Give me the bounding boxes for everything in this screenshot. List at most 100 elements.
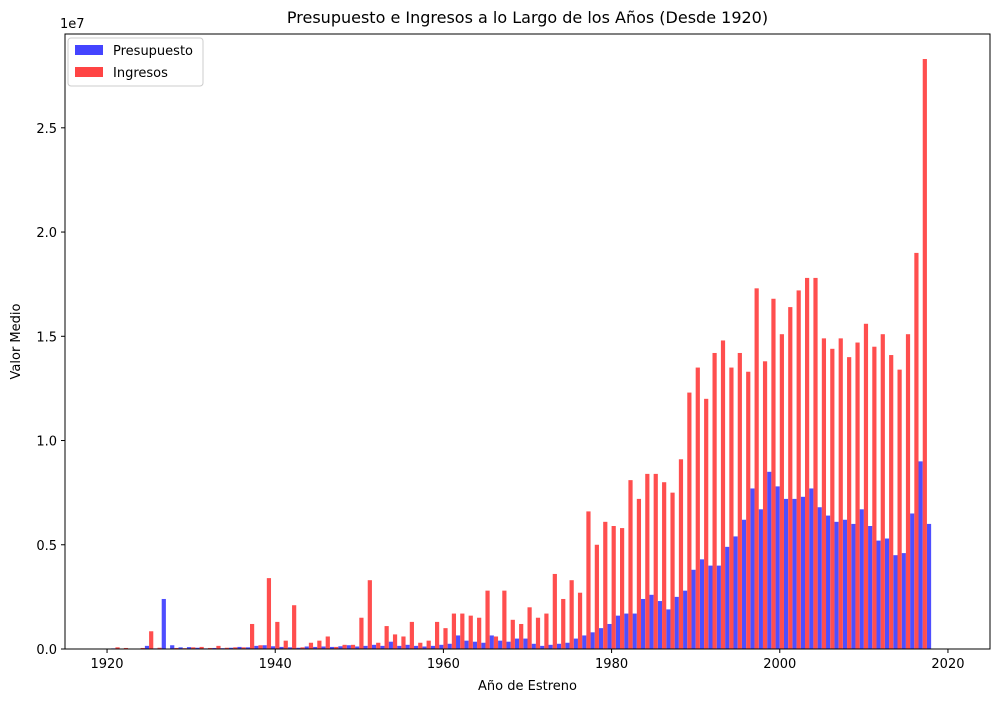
bar-ingresos-1984 <box>645 473 650 649</box>
bar-ingresos-1926 <box>157 647 162 649</box>
bar-ingresos-1948 <box>342 644 347 649</box>
bar-ingresos-1968 <box>510 619 515 649</box>
bar-ingresos-1967 <box>502 590 507 649</box>
bar-ingresos-1966 <box>493 636 499 649</box>
bar-ingresos-1957 <box>418 642 423 649</box>
y-tick-label-0: 0.0 <box>36 643 57 658</box>
bar-presupuesto-1952 <box>371 644 377 649</box>
bar-presupuesto-1990 <box>691 569 696 649</box>
bar-ingresos-1954 <box>392 634 398 649</box>
bar-presupuesto-1946 <box>321 646 326 649</box>
bar-ingresos-1961 <box>451 613 457 649</box>
bar-presupuesto-1984 <box>641 598 646 649</box>
bar-ingresos-1975 <box>569 580 574 649</box>
bar-presupuesto-1957 <box>413 645 419 649</box>
bar-ingresos-2008 <box>847 357 852 649</box>
x-axis-label: Año de Estreno <box>478 679 577 694</box>
legend-swatch-presupuesto <box>75 45 103 55</box>
bar-ingresos-1934 <box>224 647 229 649</box>
bar-presupuesto-1959 <box>430 645 435 649</box>
bar-ingresos-2006 <box>830 348 835 649</box>
bar-presupuesto-2008 <box>842 519 848 649</box>
bar-presupuesto-1943 <box>296 647 301 649</box>
bar-presupuesto-1979 <box>598 628 604 649</box>
bar-presupuesto-1994 <box>725 546 730 649</box>
bar-ingresos-1947 <box>334 646 339 649</box>
bar-ingresos-2014 <box>897 369 902 649</box>
bar-presupuesto-1977 <box>582 635 587 649</box>
bar-ingresos-1988 <box>678 459 684 649</box>
bar-ingresos-1977 <box>586 511 591 649</box>
bar-presupuesto-2011 <box>868 526 873 649</box>
x-tick-label-1980: 1980 <box>595 657 628 672</box>
bar-presupuesto-1941 <box>279 646 284 649</box>
bar-ingresos-2004 <box>813 277 818 649</box>
bar-presupuesto-1950 <box>355 646 360 649</box>
plot-frame <box>64 33 991 650</box>
y-tick-label-2: 1.0 <box>36 435 57 450</box>
bar-presupuesto-1942 <box>287 647 293 649</box>
bar-ingresos-1959 <box>435 621 440 649</box>
bar-ingresos-1999 <box>771 298 776 649</box>
bar-presupuesto-1982 <box>624 613 629 649</box>
bar-presupuesto-1925 <box>144 645 150 649</box>
bar-ingresos-1940 <box>275 621 280 649</box>
bar-presupuesto-2004 <box>809 488 814 649</box>
y-axis-label: Valor Medio <box>9 303 24 379</box>
bar-presupuesto-1933 <box>212 647 217 649</box>
bar-ingresos-1958 <box>426 640 431 649</box>
bar-ingresos-1949 <box>350 644 356 649</box>
bar-presupuesto-1958 <box>422 646 427 649</box>
bar-presupuesto-1937 <box>245 647 250 649</box>
bar-ingresos-1976 <box>577 592 583 649</box>
bar-ingresos-1943 <box>300 647 305 649</box>
bar-presupuesto-1996 <box>741 519 747 649</box>
bar-ingresos-1983 <box>636 498 642 649</box>
bar-ingresos-1928 <box>174 647 179 649</box>
bar-ingresos-1994 <box>729 367 734 649</box>
bar-presupuesto-2016 <box>910 513 915 649</box>
bar-presupuesto-1960 <box>439 644 444 649</box>
bar-presupuesto-2006 <box>826 515 831 649</box>
bar-presupuesto-1929 <box>178 647 183 649</box>
y-tick-label-4: 2.0 <box>36 226 57 241</box>
bar-ingresos-1992 <box>712 352 717 649</box>
bar-presupuesto-1976 <box>573 638 578 649</box>
bar-ingresos-1985 <box>653 473 658 649</box>
bar-ingresos-1996 <box>746 371 751 649</box>
bar-presupuesto-2002 <box>792 498 797 649</box>
bar-presupuesto-1953 <box>380 645 385 649</box>
bar-presupuesto-1945 <box>313 646 318 649</box>
bar-ingresos-1973 <box>552 573 557 649</box>
bar-ingresos-2013 <box>889 355 894 649</box>
bar-presupuesto-1928 <box>170 645 175 649</box>
bar-ingresos-1946 <box>325 636 330 649</box>
bar-presupuesto-1974 <box>556 643 562 649</box>
bar-presupuesto-1956 <box>405 644 410 649</box>
bar-ingresos-1969 <box>519 623 524 649</box>
bar-ingresos-1982 <box>628 480 633 649</box>
bar-presupuesto-2010 <box>859 509 864 649</box>
bar-ingresos-1930 <box>191 647 196 649</box>
bar-presupuesto-2013 <box>884 538 890 649</box>
legend-label-presupuesto: Presupuesto <box>113 44 193 59</box>
bar-presupuesto-1970 <box>523 638 528 649</box>
bar-presupuesto-1985 <box>649 594 654 649</box>
bar-presupuesto-1939 <box>262 645 267 649</box>
bar-presupuesto-1980 <box>607 623 612 649</box>
bar-ingresos-1936 <box>241 647 246 649</box>
bar-presupuesto-1967 <box>498 640 503 649</box>
bar-presupuesto-1987 <box>666 609 671 649</box>
bar-presupuesto-2005 <box>817 507 822 649</box>
bar-presupuesto-2007 <box>834 521 839 649</box>
bar-presupuesto-1995 <box>733 536 738 649</box>
bar-ingresos-2007 <box>838 338 843 649</box>
bar-presupuesto-1964 <box>472 641 478 649</box>
bar-ingresos-1955 <box>401 636 406 649</box>
bar-presupuesto-1963 <box>464 640 469 649</box>
bar-presupuesto-1981 <box>615 615 620 649</box>
bar-ingresos-1932 <box>207 647 213 649</box>
bar-presupuesto-1966 <box>489 635 494 649</box>
bar-ingresos-2003 <box>805 277 810 649</box>
